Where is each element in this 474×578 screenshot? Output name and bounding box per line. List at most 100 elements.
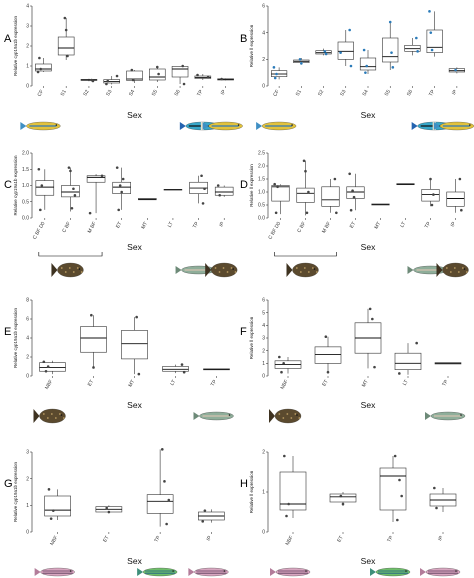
fish-eye bbox=[305, 570, 307, 572]
y-tick-label: 2.0 bbox=[258, 164, 265, 170]
y-tick-label: 1 bbox=[26, 503, 29, 509]
data-point bbox=[458, 177, 462, 181]
fish-body bbox=[40, 567, 75, 577]
fish-spot bbox=[299, 271, 302, 273]
fish-body bbox=[57, 262, 84, 278]
y-tick-label: 0.5 bbox=[22, 199, 29, 205]
data-point bbox=[181, 64, 185, 68]
data-point bbox=[155, 65, 159, 69]
y-tick-label: 0 bbox=[262, 84, 265, 90]
x-tick-label: IP bbox=[220, 88, 228, 96]
data-point bbox=[388, 20, 392, 24]
data-point bbox=[324, 335, 328, 339]
x-tick-label: C BF bbox=[296, 221, 307, 234]
x-axis-label: Sex bbox=[127, 400, 142, 410]
data-point bbox=[430, 48, 434, 52]
data-point bbox=[429, 177, 432, 181]
fish-eye bbox=[463, 268, 466, 270]
box-iqr bbox=[35, 63, 52, 72]
data-point bbox=[365, 64, 369, 68]
panel-c: C 0.0 0.5 1.0 1.5 2.0 Relative cyp19a1b expres… bbox=[4, 151, 238, 278]
fish-tail bbox=[188, 568, 195, 576]
x-tick-label: S2 bbox=[317, 89, 325, 97]
data-point bbox=[433, 486, 436, 490]
data-point bbox=[46, 365, 50, 368]
data-point bbox=[135, 315, 138, 319]
y-tick-label: 4 bbox=[262, 323, 265, 329]
y-axis-label: Relative ll expression bbox=[249, 470, 254, 513]
y-tick-label: 2.5 bbox=[258, 151, 265, 157]
x-tick-label: CF bbox=[272, 89, 281, 98]
data-point bbox=[47, 488, 51, 491]
fish-green-striped-icon bbox=[137, 567, 178, 577]
y-tick-label: 2.0 bbox=[22, 151, 29, 157]
fish-spot bbox=[58, 413, 61, 415]
data-point bbox=[36, 70, 40, 74]
y-axis-label: Relative cyp19a1b expression bbox=[13, 15, 18, 76]
fish-eye bbox=[455, 570, 457, 572]
data-point bbox=[69, 169, 72, 173]
fish-pink-striped-icon bbox=[188, 567, 229, 577]
data-point bbox=[220, 77, 223, 81]
fish-eye bbox=[469, 124, 471, 126]
fish-body bbox=[375, 567, 411, 577]
data-point bbox=[163, 480, 166, 483]
box-lt bbox=[396, 183, 415, 186]
fish-spot bbox=[50, 413, 53, 415]
fish-spot bbox=[294, 413, 297, 415]
box-c-bf-d0 bbox=[271, 184, 290, 215]
fish-spot bbox=[298, 417, 301, 419]
fish-tail bbox=[425, 412, 431, 420]
fish-tail bbox=[202, 122, 209, 130]
box-iqr bbox=[346, 186, 365, 199]
data-point bbox=[216, 184, 220, 187]
x-tick-label: TP bbox=[153, 534, 162, 543]
data-point bbox=[302, 159, 306, 163]
data-point bbox=[351, 189, 354, 192]
panel-a: A 0 1 2 3 4 Relative cyp19a1b expression CF S1 S2… bbox=[4, 4, 243, 131]
box-iqr bbox=[39, 362, 66, 372]
y-axis-label: Relative ll expression bbox=[249, 164, 254, 207]
data-point bbox=[39, 208, 42, 212]
box-et bbox=[112, 167, 131, 210]
fish-tail bbox=[269, 409, 275, 423]
box-c-bf bbox=[61, 167, 80, 212]
panel-b: B 0 2 4 6 Relative ll expression CF S1 S2 S3 S4 S5 S… bbox=[240, 4, 474, 131]
data-point bbox=[38, 56, 41, 60]
data-point bbox=[107, 510, 111, 514]
fish-tail bbox=[51, 263, 58, 277]
fish-spot bbox=[62, 417, 65, 419]
fish-tail bbox=[407, 266, 414, 274]
box-mt bbox=[354, 308, 382, 369]
y-tick-label: 1 bbox=[26, 64, 29, 70]
data-point bbox=[429, 31, 433, 34]
data-point bbox=[66, 54, 69, 58]
box-iqr bbox=[214, 186, 234, 196]
data-point bbox=[273, 76, 277, 80]
x-tick-label: TP bbox=[386, 534, 395, 543]
fish-tail bbox=[411, 122, 418, 130]
data-point bbox=[323, 50, 327, 53]
box-m-bf bbox=[321, 179, 340, 213]
data-point bbox=[300, 62, 303, 65]
y-tick-label: 1 bbox=[262, 490, 265, 496]
fish-body bbox=[292, 262, 319, 278]
data-point bbox=[165, 522, 168, 526]
y-tick-label: 6 bbox=[26, 317, 29, 323]
x-tick-label: C BF D0 bbox=[267, 221, 282, 241]
y-tick-label: 6 bbox=[262, 4, 265, 10]
data-point bbox=[40, 184, 44, 187]
data-point bbox=[118, 184, 122, 187]
data-point bbox=[39, 67, 43, 71]
y-axis-label: Relative cyp19a1b expression bbox=[13, 461, 18, 522]
fish-eye bbox=[232, 268, 234, 270]
fish-eye bbox=[313, 268, 316, 270]
data-point bbox=[276, 185, 279, 189]
box-et bbox=[80, 315, 107, 368]
y-tick-label: 4 bbox=[262, 30, 265, 36]
x-tick-label: MT bbox=[373, 221, 382, 230]
data-point bbox=[201, 520, 205, 523]
fish-green-striped-icon bbox=[370, 567, 411, 577]
x-tick-label: S2 bbox=[82, 89, 90, 97]
box-tp bbox=[146, 449, 174, 527]
